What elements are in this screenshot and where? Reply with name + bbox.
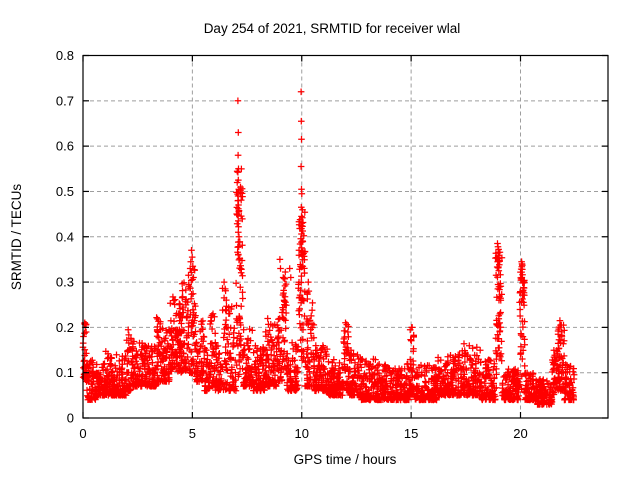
y-tick-label: 0.7 bbox=[56, 93, 74, 108]
tick-marks bbox=[82, 54, 608, 419]
y-tick-label: 0.5 bbox=[56, 184, 74, 199]
y-tick-label: 0.4 bbox=[56, 229, 74, 244]
y-axis-label: SRMTID / TECUs bbox=[9, 184, 24, 291]
chart-title: Day 254 of 2021, SRMTID for receiver wla… bbox=[204, 21, 461, 36]
y-tick-label: 0.8 bbox=[56, 48, 74, 63]
x-axis-label: GPS time / hours bbox=[294, 452, 397, 467]
y-tick-label: 0.2 bbox=[56, 320, 74, 335]
y-tick-label: 0.3 bbox=[56, 275, 74, 290]
y-tick-label: 0.1 bbox=[56, 365, 74, 380]
y-tick-label: 0 bbox=[67, 411, 74, 426]
x-tick-label: 20 bbox=[513, 426, 527, 441]
gridlines bbox=[83, 55, 608, 418]
x-tick-label: 0 bbox=[79, 426, 86, 441]
x-tick-label: 5 bbox=[189, 426, 196, 441]
tick-labels: 0 5 10 15 20 0 0.1 0.2 0.3 0.4 0.5 0.6 0.7 0.8 bbox=[56, 48, 528, 441]
x-tick-label: 10 bbox=[295, 426, 309, 441]
y-tick-label: 0.6 bbox=[56, 139, 74, 154]
x-tick-label: 15 bbox=[404, 426, 418, 441]
